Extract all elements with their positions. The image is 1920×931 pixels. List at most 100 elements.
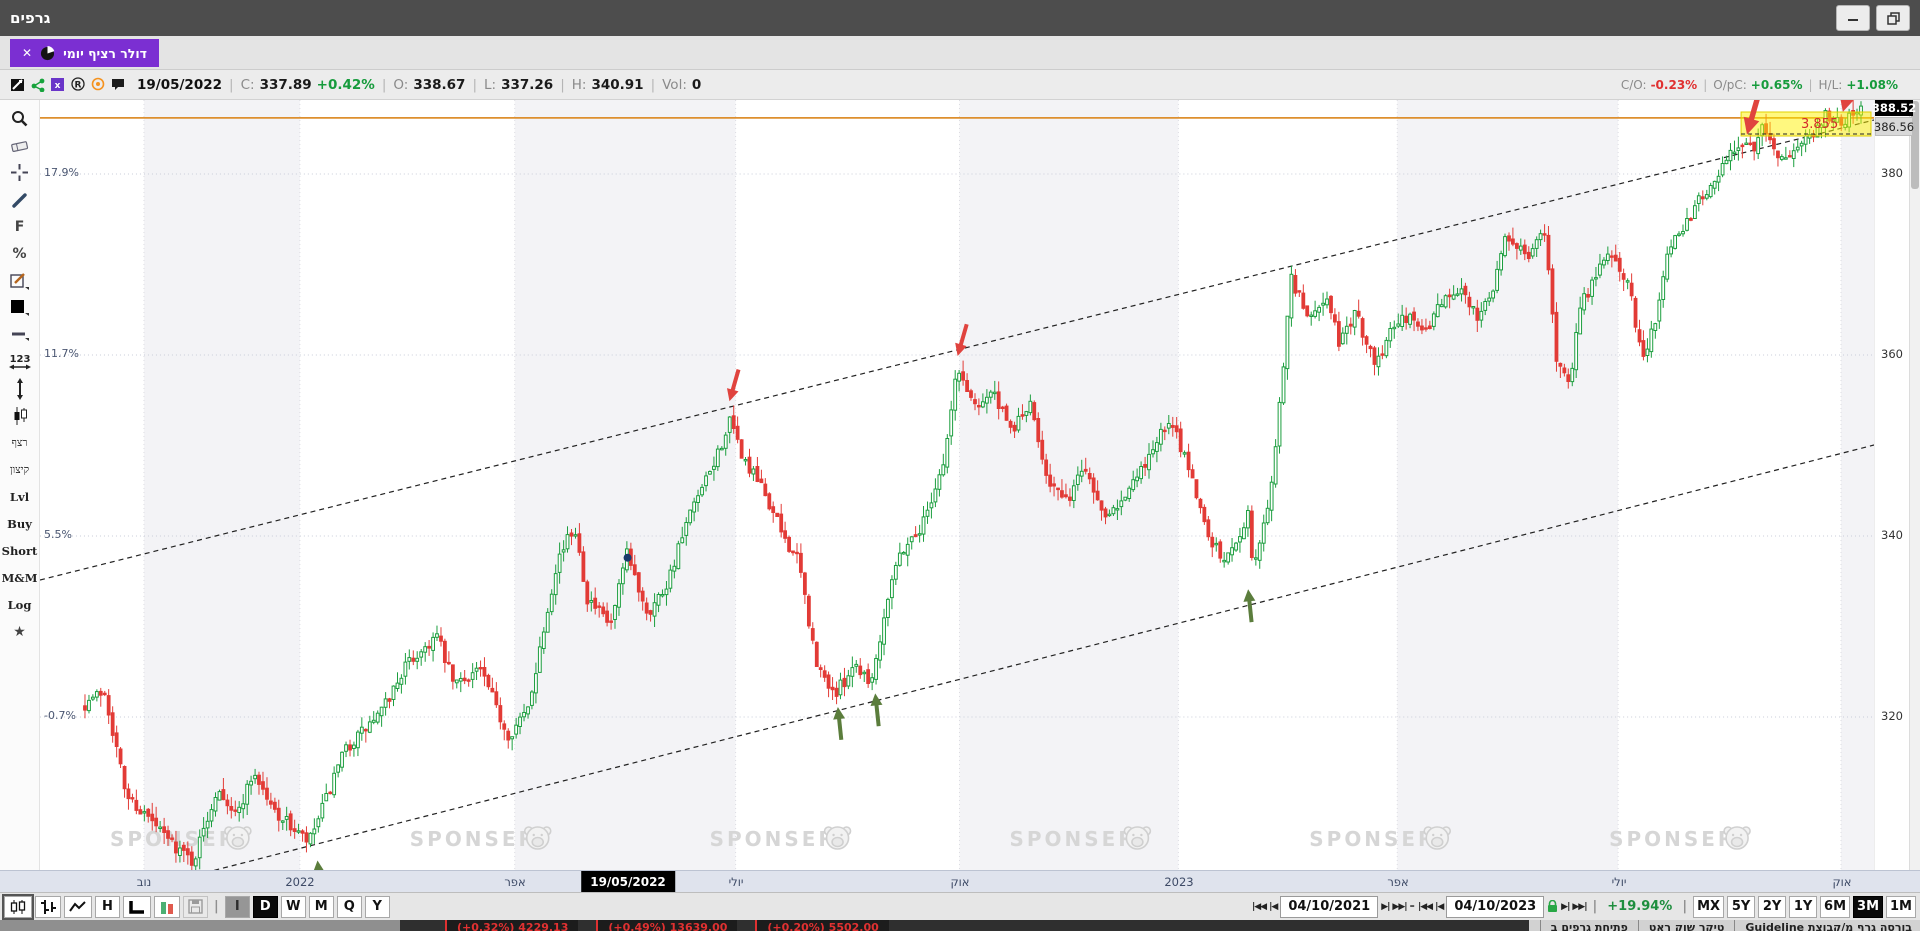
fibonacci-tool[interactable]: F <box>14 218 25 235</box>
window-title: גרפים <box>10 9 51 27</box>
quote-seg: | <box>650 76 656 93</box>
to-date-field[interactable]: 04/10/2023 <box>1446 895 1545 918</box>
svg-text:3.855: 3.855 <box>1801 117 1838 132</box>
chart-pane: SPONSER SPONSER SPONSER SPONSER SPONSER <box>40 100 1874 870</box>
ticker-link[interactable]: טיקר שוק ראט <box>1637 920 1724 931</box>
range-button-2Y[interactable]: 2Y <box>1758 895 1787 918</box>
favorites-tool[interactable]: ★ <box>13 623 26 640</box>
from-skip-start-icon[interactable]: |◀◀ <box>1251 901 1267 912</box>
range-button-1Y[interactable]: 1Y <box>1789 895 1818 918</box>
period-change-label: +19.94% <box>1607 899 1673 914</box>
registered-icon[interactable]: R <box>70 77 86 93</box>
vertical-scrollbar[interactable] <box>1909 100 1920 870</box>
mm-tool[interactable]: M&M <box>1 570 38 585</box>
horizontal-line-tool-dash-icon[interactable] <box>2 321 38 348</box>
to-skip-start-icon[interactable]: |◀◀ <box>1417 901 1433 912</box>
time-axis[interactable]: נוב 2022 אפר יולי אוק 2023 אפר יולי אוק 19/05/202… <box>40 870 1875 892</box>
up-arrow-annotation <box>833 707 846 741</box>
ohlc-bars-type-button[interactable] <box>35 895 61 918</box>
vertical-measure-tool-varrow-icon[interactable] <box>2 375 38 402</box>
from-date-field[interactable]: 04/10/2021 <box>1280 895 1379 918</box>
ticker-link[interactable]: פתיחת גרפים ב <box>1539 920 1628 931</box>
range-button-6M[interactable]: 6M <box>1820 895 1851 918</box>
to-step-back-icon[interactable]: |◀ <box>1435 901 1444 912</box>
svg-text:SPONSER: SPONSER <box>1309 827 1436 851</box>
eraser-tool-eraser-icon[interactable] <box>2 132 38 159</box>
zoom-tool-magnifier-icon[interactable] <box>2 105 38 132</box>
interval-button-D[interactable]: D <box>252 895 278 918</box>
range-button-5Y[interactable]: 5Y <box>1727 895 1756 918</box>
percent-tool[interactable]: % <box>12 245 27 262</box>
lock-icon[interactable] <box>1547 900 1558 913</box>
price-chart[interactable]: SPONSER SPONSER SPONSER SPONSER SPONSER <box>40 100 1874 870</box>
quote-seg: O: <box>393 76 409 93</box>
crosshair-tool-crosshair-icon[interactable] <box>2 159 38 186</box>
save-chart-button[interactable] <box>183 895 208 918</box>
interval-button-W[interactable]: W <box>280 895 306 918</box>
title-bar: גרפים <box>0 0 1920 36</box>
tab-dollar-continuous-daily[interactable]: דולר רציף יומי ✕ <box>10 39 159 67</box>
draw-line-tool-pencil-icon[interactable] <box>2 186 38 213</box>
heikin-type-button[interactable]: H <box>95 895 120 918</box>
range-button-3M[interactable]: 3M <box>1853 895 1884 918</box>
restore-button[interactable] <box>1876 5 1910 31</box>
to-step-forward-icon[interactable]: ▶| <box>1561 901 1570 912</box>
measure-tool-measure123-icon[interactable]: 123 <box>2 348 38 375</box>
buy-tool[interactable]: Buy <box>7 516 32 531</box>
comment-icon[interactable] <box>110 77 126 93</box>
svg-text:R: R <box>74 80 81 90</box>
ticker-link[interactable]: בורסה גרף מ/קבוצת Guideline <box>1734 920 1912 931</box>
ticker-item: (+0.20%) 5502.00 <box>755 920 889 931</box>
candlestick-type-button[interactable] <box>2 893 34 920</box>
tab-close-icon[interactable]: ✕ <box>22 46 33 60</box>
interval-button-I[interactable]: I <box>224 895 250 918</box>
chart-style-icon[interactable] <box>10 77 26 93</box>
kitzon-tool[interactable]: קיצון <box>9 463 30 476</box>
window-controls <box>1836 5 1910 31</box>
range-button-MX[interactable]: MX <box>1693 895 1725 918</box>
price-scale[interactable]: 388.52 386.56 380 360 340 320 <box>1872 100 1920 870</box>
interval-button-Q[interactable]: Q <box>336 895 362 918</box>
restore-icon <box>1886 11 1900 25</box>
time-axis-label: יולי <box>1611 875 1627 889</box>
alert-price-box: 386.56 <box>1874 117 1914 136</box>
retzef-tool[interactable]: רצף <box>11 436 28 449</box>
range-button-1M[interactable]: 1M <box>1886 895 1916 918</box>
from-step-forward-icon[interactable]: ▶| <box>1381 901 1390 912</box>
line-type-button[interactable] <box>64 895 92 918</box>
quote-seg: 337.89 <box>259 76 312 93</box>
level-tool[interactable]: Lvl <box>9 489 30 504</box>
quote-seg: C/O: <box>1620 77 1647 92</box>
interval-button-Y[interactable]: Y <box>364 895 390 918</box>
color-swatch-tool-swatch-icon[interactable] <box>2 294 38 321</box>
minimize-button[interactable] <box>1836 5 1870 31</box>
vertical-scrollbar-thumb[interactable] <box>1911 101 1919 189</box>
interval-button-M[interactable]: M <box>308 895 334 918</box>
short-tool[interactable]: Short <box>1 543 38 558</box>
excel-export-icon[interactable]: x <box>50 77 66 93</box>
svg-text:SPONSER: SPONSER <box>1009 827 1136 851</box>
annotate-tool-edit-icon[interactable] <box>2 267 38 294</box>
from-step-back-icon[interactable]: |◀ <box>1269 901 1278 912</box>
quote-seg: O/pC: <box>1713 77 1747 92</box>
step-type-button[interactable] <box>123 895 151 918</box>
down-arrow-annotation <box>726 368 741 402</box>
from-skip-end-icon[interactable]: ▶▶| <box>1392 901 1407 912</box>
target-icon[interactable] <box>90 77 106 93</box>
price-scale-label: 340 <box>1881 528 1903 542</box>
to-skip-end-icon[interactable]: ▶▶| <box>1572 901 1587 912</box>
quote-seg: L: <box>484 76 497 93</box>
time-axis-label: אוק <box>1832 875 1852 889</box>
selected-candle-dot <box>623 553 632 562</box>
candle-marker-tool-candles-icon[interactable] <box>2 402 38 429</box>
quote-seg: 0 <box>691 76 702 93</box>
up-arrow-annotation <box>311 860 327 870</box>
pie-chart-icon <box>40 45 55 61</box>
quote-seg: | <box>381 76 387 93</box>
tab-label: דולר רציף יומי <box>63 45 147 61</box>
log-scale-tool[interactable]: Log <box>7 597 32 612</box>
share-icon[interactable] <box>30 77 46 93</box>
volume-type-button[interactable] <box>154 895 180 918</box>
